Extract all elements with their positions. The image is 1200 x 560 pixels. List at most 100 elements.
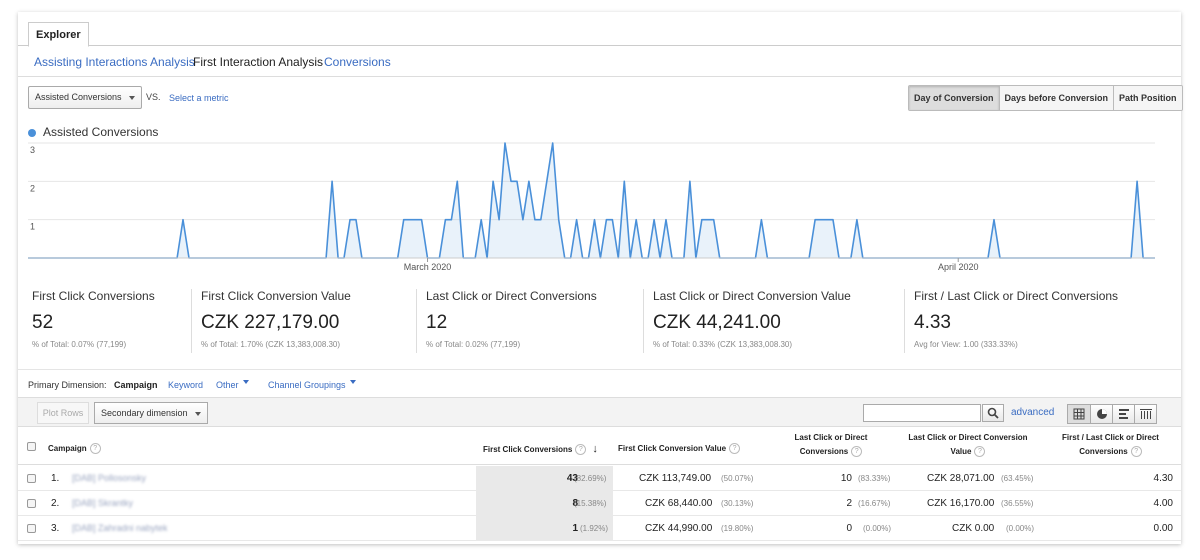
- column-first-click-value[interactable]: First Click Conversion Value?: [618, 442, 741, 456]
- help-icon[interactable]: ?: [851, 446, 863, 458]
- tab-bar: Explorer: [18, 12, 1181, 47]
- tab-explorer[interactable]: Explorer: [28, 22, 89, 47]
- summary-sub: % of Total: 0.07% (77,199): [32, 340, 127, 349]
- metric-select-label: Assisted Conversions: [35, 92, 122, 102]
- comparison-view-button[interactable]: [1134, 405, 1156, 423]
- pie-view-button[interactable]: [1090, 405, 1112, 423]
- row-index: 3.: [51, 523, 60, 534]
- chevron-down-icon: [129, 96, 135, 100]
- cell-fcv: CZK 44,990.00: [645, 523, 713, 534]
- metric-select[interactable]: Assisted Conversions: [28, 86, 142, 109]
- cell-fcv: CZK 113,749.00: [639, 473, 712, 484]
- cell-lcc: 2: [846, 498, 852, 509]
- column-lcv-label: Last Click or Direct Conversion Value: [908, 433, 1028, 456]
- dimension-keyword[interactable]: Keyword: [168, 380, 204, 390]
- dimension-other[interactable]: Other: [216, 380, 249, 390]
- help-icon[interactable]: ?: [1130, 446, 1142, 458]
- campaign-link[interactable]: [DAB] Pollosonsky: [72, 473, 147, 483]
- row-checkbox[interactable]: [27, 524, 36, 533]
- summary-title: First / Last Click or Direct Conversions: [914, 289, 1119, 303]
- cell-fcv: CZK 68,440.00: [645, 498, 713, 509]
- legend-dot-icon: [28, 129, 36, 137]
- help-icon[interactable]: ?: [89, 443, 101, 455]
- summary-value: CZK 227,179.00: [201, 312, 340, 333]
- column-last-click-conversions[interactable]: Last Click or Direct Conversions?: [776, 431, 886, 459]
- dimension-campaign[interactable]: Campaign: [114, 380, 158, 390]
- cell-lcv-pct: (36.55%): [1001, 499, 1034, 508]
- table-row: 2. [DAB] Skrantky 8 (15.38%) CZK 68,440.…: [18, 491, 1181, 516]
- path-position-button[interactable]: Path Position: [1113, 86, 1182, 110]
- view-mode-selector: Day of Conversion Days before Conversion…: [908, 85, 1183, 111]
- summary-last-click-value: Last Click or Direct Conversion Value CZ…: [653, 289, 851, 349]
- cell-lcc: 0: [846, 523, 852, 534]
- table-header: Campaign? First Click Conversions? ↓ Firs…: [18, 428, 1181, 465]
- advanced-filter-link[interactable]: advanced: [1011, 407, 1055, 418]
- summary-title: Last Click or Direct Conversions: [426, 289, 597, 303]
- summary-value: 52: [32, 312, 54, 333]
- cell-ratio: 4.00: [1153, 498, 1173, 509]
- y-tick-label: 3: [30, 145, 35, 155]
- search-icon: [987, 407, 999, 419]
- cell-fcv-pct: (19.80%): [721, 524, 754, 533]
- select-all-checkbox[interactable]: [27, 442, 36, 451]
- row-checkbox[interactable]: [27, 499, 36, 508]
- table-view-button[interactable]: [1068, 405, 1090, 423]
- table-row: 3. [DAB] Zahradni nabytek 1 (1.92%) CZK …: [18, 516, 1181, 541]
- explorer-panel: Explorer Assisting Interactions Analysis…: [18, 12, 1183, 544]
- summary-first-click-value: First Click Conversion Value CZK 227,179…: [201, 289, 351, 349]
- select-metric-link[interactable]: Select a metric: [169, 93, 229, 103]
- series-line: [28, 142, 1155, 259]
- column-fcc-label: First Click Conversions: [483, 445, 573, 454]
- day-of-conversion-button[interactable]: Day of Conversion: [909, 86, 999, 110]
- plot-rows-button[interactable]: Plot Rows: [37, 402, 89, 424]
- table-search-input[interactable]: [863, 404, 981, 422]
- column-last-click-value[interactable]: Last Click or Direct Conversion Value?: [903, 431, 1033, 459]
- subtab-assisting-interactions[interactable]: Assisting Interactions Analysis: [34, 55, 195, 69]
- column-first-click-conversions[interactable]: First Click Conversions? ↓: [483, 442, 598, 457]
- cell-fcc: 8: [572, 498, 578, 509]
- cell-ratio: 4.30: [1153, 473, 1173, 484]
- dimension-channel-groupings[interactable]: Channel Groupings: [268, 380, 356, 390]
- search-button[interactable]: [982, 404, 1004, 422]
- help-icon[interactable]: ?: [974, 446, 986, 458]
- help-icon[interactable]: ?: [575, 444, 587, 456]
- table-row: 1. [DAB] Pollosonsky 43 (82.69%) CZK 113…: [18, 466, 1181, 491]
- column-campaign[interactable]: Campaign?: [48, 442, 101, 456]
- cell-fcv-pct: (50.07%): [721, 474, 754, 483]
- campaign-link[interactable]: [DAB] Skrantky: [72, 498, 134, 508]
- table-view-switcher: [1067, 404, 1157, 424]
- chevron-down-icon: [349, 380, 356, 384]
- legend-label: Assisted Conversions: [43, 125, 159, 139]
- summary-last-click-conversions: Last Click or Direct Conversions 12 % of…: [426, 289, 597, 349]
- help-icon[interactable]: ?: [729, 443, 741, 455]
- row-checkbox[interactable]: [27, 474, 36, 483]
- subtab-first-interaction[interactable]: First Interaction Analysis: [193, 55, 324, 69]
- column-lcc-label: Last Click or Direct Conversions: [794, 433, 868, 456]
- cell-lcc-pct: (16.67%): [858, 499, 891, 508]
- x-tick-label: April 2020: [938, 262, 979, 272]
- comparison-icon: [1140, 409, 1152, 419]
- primary-dimension-label: Primary Dimension:: [28, 380, 107, 390]
- sorted-column-highlight: [476, 466, 613, 491]
- subtab-conversions[interactable]: Conversions: [324, 55, 391, 69]
- summary-ratio: First / Last Click or Direct Conversions…: [914, 289, 1118, 349]
- cell-fcc-pct: (1.92%): [580, 524, 609, 533]
- grid-icon: [1073, 408, 1085, 420]
- sorted-column-highlight: [476, 491, 613, 516]
- summary-sub: % of Total: 1.70% (CZK 13,383,008.30): [201, 340, 341, 349]
- performance-view-button[interactable]: [1112, 405, 1134, 423]
- sort-arrow-down-icon: ↓: [592, 443, 598, 455]
- column-ratio-label: First / Last Click or Direct Conversions: [1062, 433, 1159, 456]
- cell-lcc-pct: (83.33%): [858, 474, 891, 483]
- days-before-conversion-button[interactable]: Days before Conversion: [998, 86, 1114, 110]
- campaign-link[interactable]: [DAB] Zahradni nabytek: [72, 523, 168, 533]
- secondary-dimension-select[interactable]: Secondary dimension: [94, 402, 208, 424]
- summary-value: 4.33: [914, 312, 951, 333]
- cell-ratio: 0.00: [1153, 523, 1173, 534]
- column-campaign-label: Campaign: [48, 444, 87, 453]
- column-first-last-ratio[interactable]: First / Last Click or Direct Conversions…: [1053, 431, 1168, 459]
- bar-list-icon: [1119, 409, 1129, 419]
- cell-lcc-pct: (0.00%): [863, 524, 892, 533]
- assisted-conversions-chart[interactable]: 1 2 3 March 2020 April 2020: [18, 132, 1181, 277]
- chevron-down-icon: [195, 412, 201, 416]
